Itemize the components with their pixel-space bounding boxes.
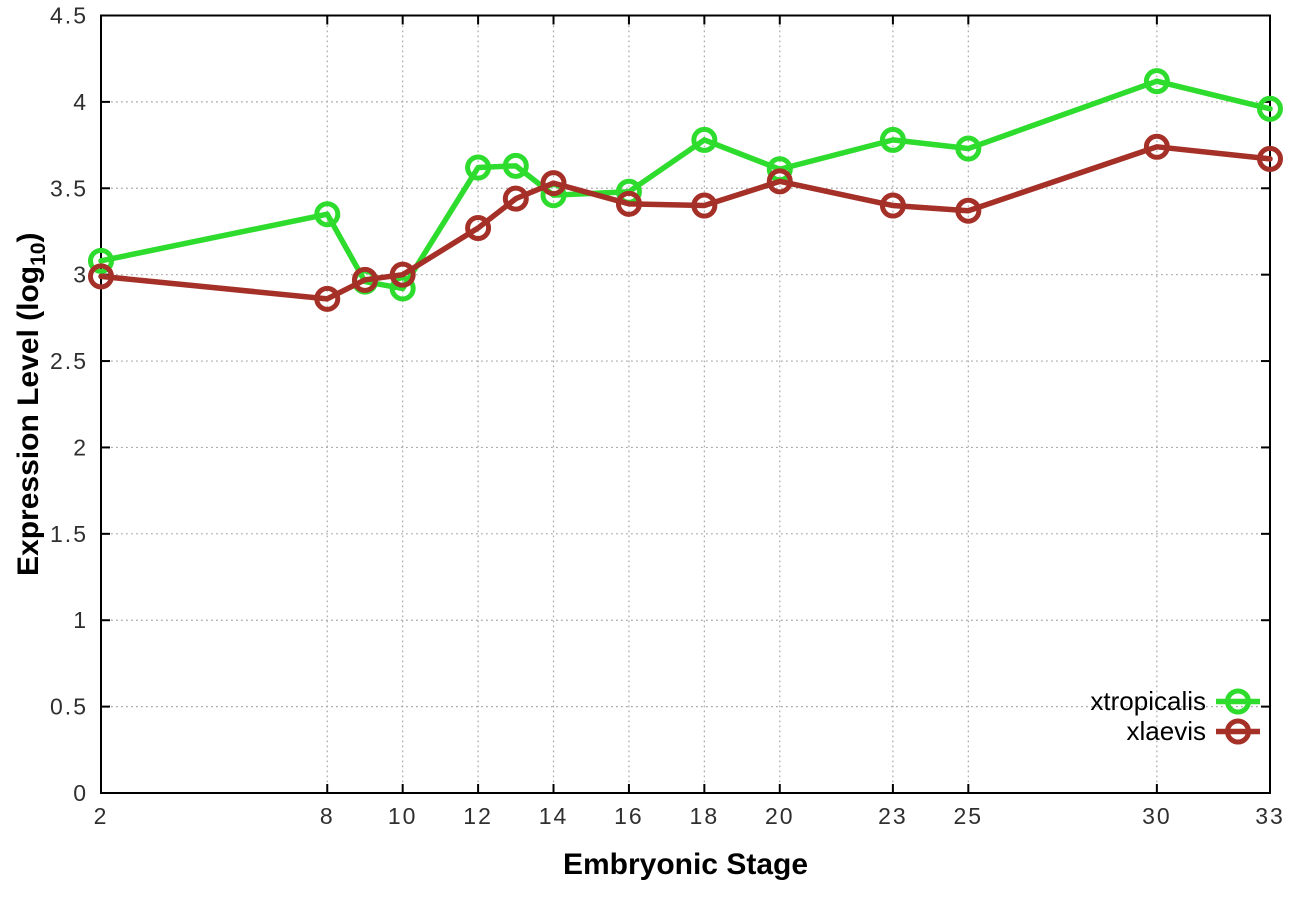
- x-axis-tick-label: 18: [690, 803, 720, 829]
- y-axis-tick-label: 3.5: [50, 175, 88, 201]
- x-axis-title: Embryonic Stage: [563, 848, 808, 881]
- x-axis-tick-label: 30: [1142, 803, 1172, 829]
- plot-border: [100, 14, 1271, 794]
- data-point-xlaevis: [691, 192, 718, 219]
- data-point-xlaevis: [955, 197, 982, 224]
- x-axis-tick-label: 2: [94, 803, 109, 829]
- y-axis-tick-label: 4: [73, 89, 88, 115]
- legend-label-xtropicalis: xtropicalis: [1090, 686, 1206, 716]
- legend-entry-xlaevis: xlaevis: [1127, 716, 1260, 746]
- data-point-xlaevis: [389, 261, 416, 288]
- x-axis-tick-label: 25: [954, 803, 984, 829]
- y-axis-tick-label: 3: [73, 262, 88, 288]
- data-point-xlaevis: [766, 168, 793, 195]
- x-axis-tick-label: 20: [765, 803, 795, 829]
- x-axis-tick-label: 12: [463, 803, 493, 829]
- data-point-xlaevis: [314, 285, 341, 312]
- data-point-xtropicalis: [879, 126, 906, 153]
- y-axis-tick-label: 1: [73, 607, 88, 633]
- data-point-xlaevis: [1257, 145, 1283, 172]
- legend-label-xlaevis: xlaevis: [1127, 716, 1206, 746]
- data-point-xtropicalis: [955, 135, 982, 162]
- data-point-xlaevis: [351, 266, 378, 293]
- data-point-xtropicalis: [691, 126, 718, 153]
- x-axis-tick-label: 8: [320, 803, 335, 829]
- data-point-xtropicalis: [1257, 95, 1283, 122]
- data-point-xtropicalis: [88, 247, 114, 274]
- data-point-xtropicalis: [465, 154, 492, 181]
- data-point-xlaevis: [88, 263, 114, 290]
- data-point-xlaevis: [879, 192, 906, 219]
- y-axis-tick-label: 1.5: [50, 521, 88, 547]
- legend-marker-xtropicalis: [1225, 688, 1251, 715]
- x-axis-tick-label: 14: [539, 803, 569, 829]
- y-axis-tick-label: 4.5: [50, 3, 88, 29]
- data-point-xtropicalis: [1143, 68, 1170, 95]
- y-axis-title: Expression Level (log10): [12, 233, 50, 576]
- data-point-xlaevis: [465, 215, 492, 242]
- y-axis-tick-label: 0.5: [50, 694, 88, 720]
- x-axis-tick-label: 16: [614, 803, 644, 829]
- series-xlaevis: [88, 133, 1283, 312]
- x-axis-tick-label: 10: [388, 803, 418, 829]
- data-point-xtropicalis: [389, 275, 416, 302]
- data-point-xlaevis: [540, 170, 567, 197]
- data-point-xtropicalis: [314, 201, 341, 228]
- y-axis-tick-label: 2.5: [50, 348, 88, 374]
- x-axis-tick-label: 23: [878, 803, 908, 829]
- data-point-xlaevis: [502, 185, 529, 212]
- data-point-xtropicalis: [502, 152, 529, 179]
- y-axis-tick-label: 0: [73, 780, 88, 806]
- legend-marker-xlaevis: [1225, 718, 1251, 745]
- x-axis-tick-label: 33: [1255, 803, 1285, 829]
- data-point-xlaevis: [1143, 133, 1170, 160]
- y-axis-tick-label: 2: [73, 434, 88, 460]
- legend-entry-xtropicalis: xtropicalis: [1090, 686, 1260, 716]
- data-point-xlaevis: [615, 190, 642, 217]
